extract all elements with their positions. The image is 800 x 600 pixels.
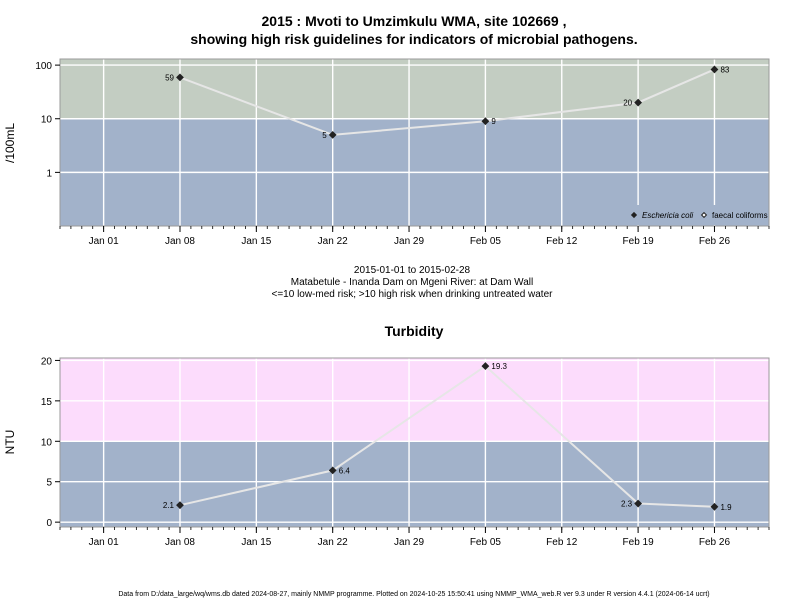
- x-tick-label: Jan 15: [241, 236, 271, 247]
- high-risk-band: [60, 59, 769, 119]
- y-tick-label: 0: [46, 518, 52, 529]
- x-tick-label: Feb 26: [699, 236, 731, 247]
- data-point: [176, 501, 184, 510]
- data-point: [481, 362, 490, 370]
- x-tick-label: Jan 29: [394, 236, 424, 247]
- data-label: 6.4: [339, 466, 351, 475]
- data-point: [710, 502, 719, 511]
- data-label: 20: [623, 99, 632, 108]
- chart1-title-line1: 2015 : Mvoti to Umzimkulu WMA, site 1026…: [262, 13, 567, 29]
- chart2-title: Turbidity: [385, 323, 444, 339]
- x-tick-label: Jan 01: [89, 537, 119, 548]
- risk-caption: <=10 low-med risk; >10 high risk when dr…: [272, 289, 554, 300]
- chart1-title-line2: showing high risk guidelines for indicat…: [190, 31, 637, 47]
- footer-note: Data from D:/data_large/wq/wms.db dated …: [118, 591, 709, 598]
- legend-entry: Eschericia coli: [642, 211, 693, 220]
- data-label: 9: [491, 117, 496, 126]
- high-risk-band: [60, 358, 769, 442]
- x-tick-label: Feb 05: [470, 537, 502, 548]
- data-point: [328, 466, 337, 475]
- data-point: [328, 130, 337, 139]
- date-range-caption: 2015-01-01 to 2015-02-28: [354, 265, 471, 276]
- x-tick-label: Jan 08: [165, 236, 195, 247]
- y-tick-label: 15: [41, 397, 53, 408]
- x-tick-label: Feb 19: [623, 236, 655, 247]
- x-tick-label: Feb 26: [699, 537, 731, 548]
- data-point: [710, 65, 719, 74]
- legend: Eschericia coli faecal coliforms: [622, 205, 768, 225]
- legend-marker: [700, 211, 708, 219]
- x-tick-label: Feb 12: [546, 537, 578, 548]
- data-label: 19.3: [491, 362, 507, 371]
- site-caption: Matabetule - Inanda Dam on Mgeni River: …: [291, 277, 534, 288]
- data-label: 5: [322, 131, 327, 140]
- plot-frame: [59, 58, 770, 227]
- x-tick-label: Feb 05: [470, 236, 502, 247]
- y-tick-label: 1: [46, 168, 52, 179]
- data-point: [634, 499, 643, 508]
- data-label: 83: [720, 65, 729, 74]
- data-point: [481, 117, 490, 126]
- x-tick-label: Jan 15: [241, 537, 271, 548]
- data-point: [176, 73, 184, 82]
- data-label: 1.9: [720, 503, 732, 512]
- legend-marker: [630, 211, 638, 219]
- y-tick-label: 5: [46, 478, 52, 489]
- x-tick-label: Jan 22: [318, 236, 348, 247]
- y-tick-label: 100: [35, 61, 52, 72]
- data-label: 2.1: [163, 501, 175, 510]
- y-tick-label: 10: [41, 115, 53, 126]
- data-point: [634, 98, 643, 107]
- x-tick-label: Jan 01: [89, 236, 119, 247]
- y-tick-label: 20: [41, 356, 53, 367]
- y-axis-label: /100mL: [3, 123, 17, 163]
- x-tick-label: Feb 12: [546, 236, 578, 247]
- legend-box: [622, 205, 768, 225]
- legend-entry: faecal coliforms: [712, 211, 768, 220]
- x-tick-label: Jan 29: [394, 537, 424, 548]
- data-label: 2.3: [621, 500, 633, 509]
- x-tick-label: Jan 22: [318, 537, 348, 548]
- data-label: 59: [165, 73, 174, 82]
- y-axis-label: NTU: [3, 430, 17, 455]
- y-tick-label: 10: [41, 437, 53, 448]
- x-tick-label: Feb 19: [623, 537, 655, 548]
- chart2-panel: 0 5 10 15 20 Jan 01 Jan 08 Jan 15 Jan 22 Jan 29 Fe…: [3, 356, 770, 548]
- plot-frame: [59, 357, 770, 528]
- x-tick-label: Jan 08: [165, 537, 195, 548]
- chart1-panel: 1 10 100 Jan 01 Jan 08 Jan 15 Jan 22 Jan 29 Feb …: [3, 58, 770, 247]
